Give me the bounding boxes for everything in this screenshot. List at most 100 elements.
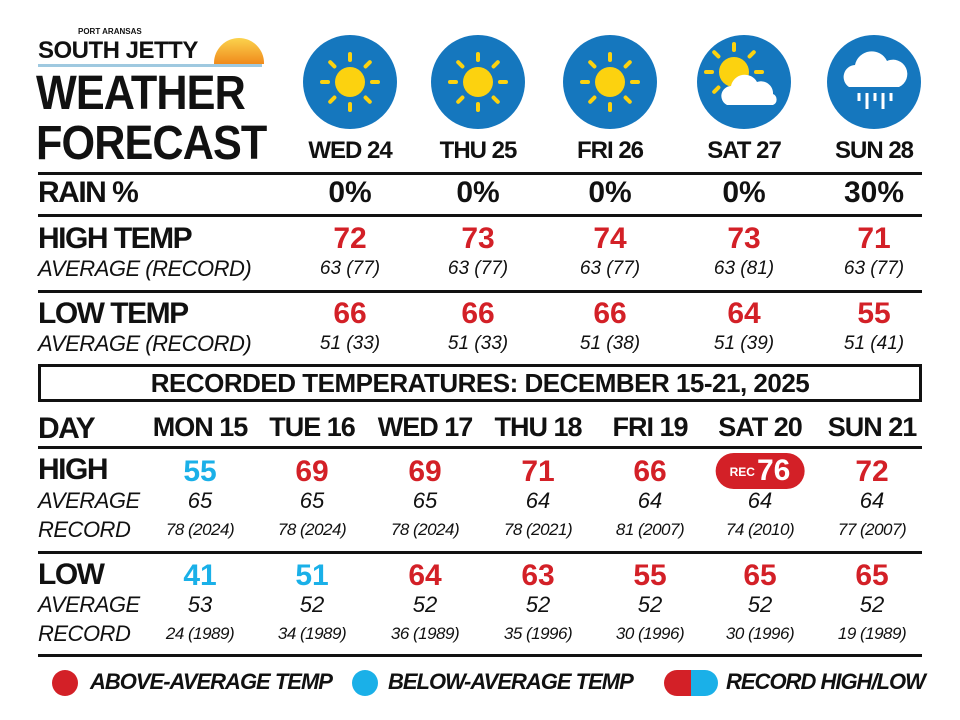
high-record: 78 (2024) — [277, 520, 347, 539]
recorded-low: 65 — [743, 559, 777, 592]
rain-chance: 0% — [456, 176, 500, 209]
high-record-label: RECORD — [38, 517, 131, 542]
high-record: 78 (2024) — [390, 520, 460, 539]
recorded-banner: RECORDED TEMPERATURES: DECEMBER 15-21, 2… — [38, 364, 922, 402]
recorded-day-label: TUE 16 — [269, 412, 356, 442]
high-average: 65 — [412, 488, 438, 513]
divider — [38, 290, 922, 293]
recorded-high: 66 — [633, 455, 667, 488]
forecast-day-label: THU 25 — [439, 137, 518, 164]
recorded-high: 72 — [855, 455, 889, 488]
above-average-swatch-icon — [52, 670, 78, 696]
rain-chance: 30% — [843, 176, 905, 209]
partly-cloudy-icon — [697, 35, 791, 129]
divider — [38, 214, 922, 217]
high-average: 65 — [299, 488, 325, 513]
recorded-low: 63 — [521, 559, 555, 592]
low-temp: 66 — [593, 297, 627, 330]
divider — [38, 172, 922, 175]
page-title-line1: WEATHER — [36, 67, 246, 120]
recorded-high: 76 — [756, 454, 791, 487]
high-record: 77 (2007) — [837, 520, 907, 539]
recorded-high: 69 — [295, 455, 329, 488]
low-record: 30 (1996) — [615, 624, 685, 643]
high-avg-record: 63 (77) — [843, 258, 905, 279]
high-average-label: AVERAGE — [38, 488, 140, 513]
high-average: 64 — [859, 488, 885, 513]
rain-cloud-icon — [827, 35, 921, 129]
low-record: 36 (1989) — [390, 624, 460, 643]
low-record: 34 (1989) — [277, 624, 347, 643]
rain-chance: 0% — [328, 176, 372, 209]
sun-icon — [431, 35, 525, 129]
recorded-high: 69 — [408, 455, 442, 488]
high-temp: 71 — [857, 222, 891, 255]
divider — [38, 654, 922, 657]
low-avg-record: 51 (33) — [319, 333, 381, 354]
high-record: 78 (2024) — [165, 520, 235, 539]
low-temp: 64 — [727, 297, 761, 330]
recorded-day-label: MON 15 — [152, 412, 249, 442]
high-avg-record: 63 (81) — [713, 258, 775, 279]
recorded-low: 41 — [183, 559, 217, 592]
low-average-label: AVERAGE — [38, 592, 140, 617]
legend-below: BELOW-AVERAGE TEMP — [388, 669, 634, 694]
low-average: 52 — [525, 592, 551, 617]
high-record: 81 (2007) — [615, 520, 685, 539]
below-average-swatch-icon — [352, 670, 378, 696]
recorded-day-label: FRI 19 — [612, 412, 688, 442]
low-average: 52 — [859, 592, 885, 617]
record-swatch-icon — [664, 670, 718, 696]
divider — [38, 446, 922, 449]
divider — [38, 551, 922, 554]
low-temp: 66 — [461, 297, 495, 330]
low-record: 19 (1989) — [837, 624, 907, 643]
recorded-low: 55 — [633, 559, 667, 592]
high-average: 64 — [747, 488, 773, 513]
logo-subtitle: PORT ARANSAS — [78, 27, 142, 36]
high-temp: 73 — [461, 222, 495, 255]
high-temp: 74 — [593, 222, 627, 255]
forecast-day-label: SUN 28 — [834, 137, 914, 164]
high-average: 64 — [525, 488, 551, 513]
low-average: 53 — [187, 592, 213, 617]
low-avg-record: 51 (39) — [713, 333, 775, 354]
high-label: HIGH — [38, 453, 109, 486]
recorded-low: 64 — [408, 559, 442, 592]
low-avg-record: 51 (33) — [447, 333, 509, 354]
low-average: 52 — [412, 592, 438, 617]
page-title-line2: FORECAST — [36, 117, 267, 170]
high-temp: 72 — [333, 222, 367, 255]
low-temp-label: LOW TEMP — [38, 297, 189, 330]
low-avg-record: 51 (38) — [579, 333, 641, 354]
low-average: 52 — [299, 592, 325, 617]
rain-chance: 0% — [588, 176, 632, 209]
recorded-day-label: SAT 20 — [718, 412, 803, 442]
low-avg-label: AVERAGE (RECORD) — [38, 331, 252, 356]
high-avg-label: AVERAGE (RECORD) — [38, 256, 252, 281]
legend-above: ABOVE-AVERAGE TEMP — [90, 669, 333, 694]
low-avg-record: 51 (41) — [843, 333, 905, 354]
recorded-high: 71 — [521, 455, 555, 488]
legend-record: RECORD HIGH/LOW — [726, 669, 926, 694]
forecast-day-label: SAT 27 — [707, 137, 782, 164]
high-record: 78 (2021) — [503, 520, 573, 539]
high-temp-label: HIGH TEMP — [38, 222, 193, 255]
high-average: 64 — [637, 488, 663, 513]
logo-underline — [38, 64, 262, 67]
low-temp: 66 — [333, 297, 367, 330]
sun-icon — [563, 35, 657, 129]
forecast-day-label: WED 24 — [308, 137, 392, 164]
recorded-high: 55 — [183, 455, 217, 488]
rain-label: RAIN % — [38, 176, 139, 209]
low-record: 24 (1989) — [165, 624, 235, 643]
logo: SOUTH JETTY — [38, 37, 198, 64]
record-high-badge: REC76 — [715, 453, 805, 489]
high-avg-record: 63 (77) — [319, 258, 381, 279]
low-record: 35 (1996) — [503, 624, 573, 643]
forecast-day-label: FRI 26 — [576, 137, 644, 164]
high-avg-record: 63 (77) — [447, 258, 509, 279]
low-temp: 55 — [857, 297, 891, 330]
recorded-low: 51 — [295, 559, 329, 592]
recorded-day-label: SUN 21 — [827, 412, 918, 442]
